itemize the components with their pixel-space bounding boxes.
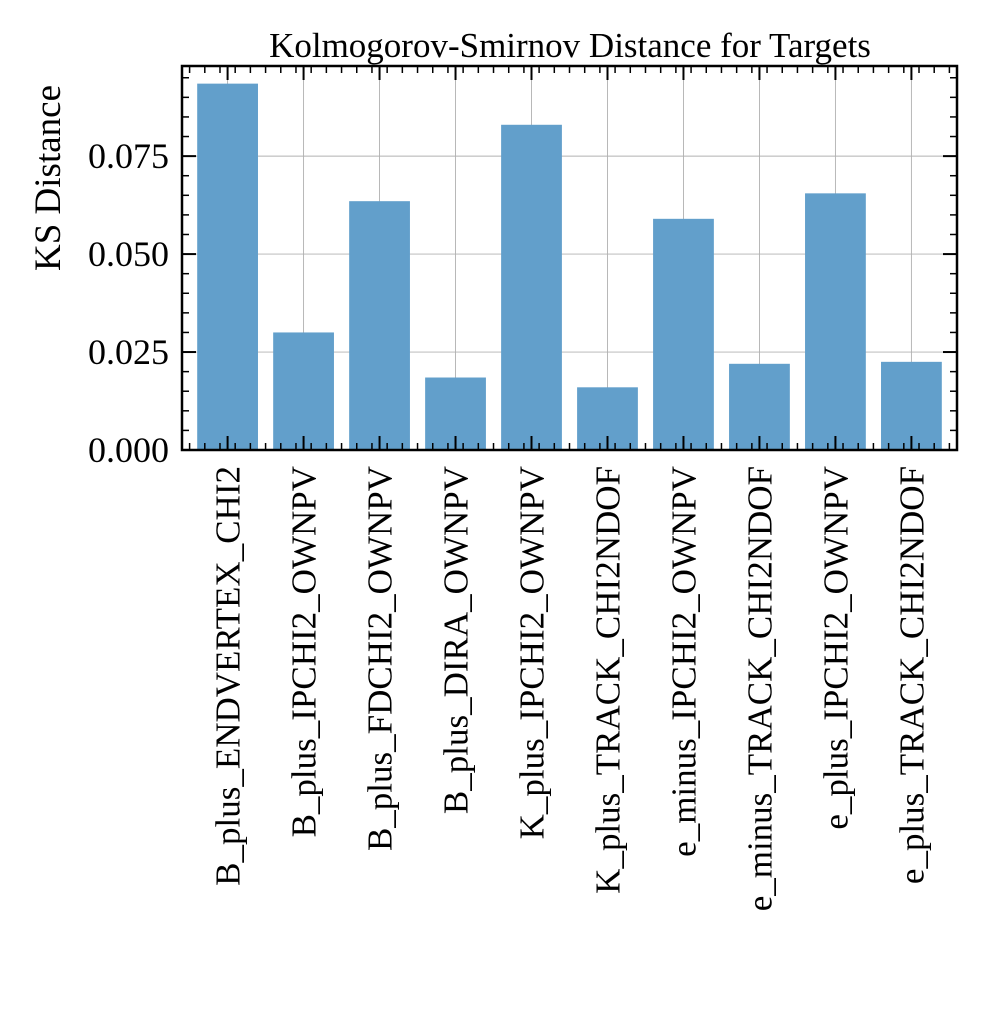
y-tick-label: 0.000 <box>88 430 169 470</box>
bar <box>653 218 714 450</box>
x-tick-label: e_minus_TRACK_CHI2NDOF <box>740 466 779 911</box>
x-tick-label: K_plus_TRACK_CHI2NDOF <box>588 466 627 894</box>
y-tick-label: 0.075 <box>88 136 169 176</box>
y-tick-label: 0.025 <box>88 332 169 372</box>
x-tick-label: B_plus_DIRA_OWNPV <box>437 466 476 814</box>
x-tick-label: B_plus_IPCHI2_OWNPV <box>285 466 324 837</box>
x-tick-label: e_plus_IPCHI2_OWNPV <box>816 466 855 830</box>
bar <box>729 363 790 450</box>
x-tick-label: B_plus_FDCHI2_OWNPV <box>361 466 400 851</box>
x-tick-label: e_plus_TRACK_CHI2NDOF <box>892 466 931 884</box>
bar <box>349 201 410 450</box>
x-tick-label: e_minus_IPCHI2_OWNPV <box>664 466 703 857</box>
y-axis-label: KS Distance <box>28 85 69 271</box>
bars <box>197 83 942 451</box>
bar <box>881 361 942 450</box>
bar <box>805 193 866 451</box>
bar <box>501 124 562 450</box>
chart-title: Kolmogorov-Smirnov Distance for Targets <box>269 26 871 65</box>
bar <box>197 83 258 450</box>
ticks <box>182 66 957 451</box>
labels: Kolmogorov-Smirnov Distance for Targets … <box>28 26 931 911</box>
x-tick-label: K_plus_IPCHI2_OWNPV <box>513 466 552 839</box>
bar <box>273 332 334 450</box>
y-tick-label: 0.050 <box>88 234 169 274</box>
x-tick-label: B_plus_ENDVERTEX_CHI2 <box>209 466 248 886</box>
